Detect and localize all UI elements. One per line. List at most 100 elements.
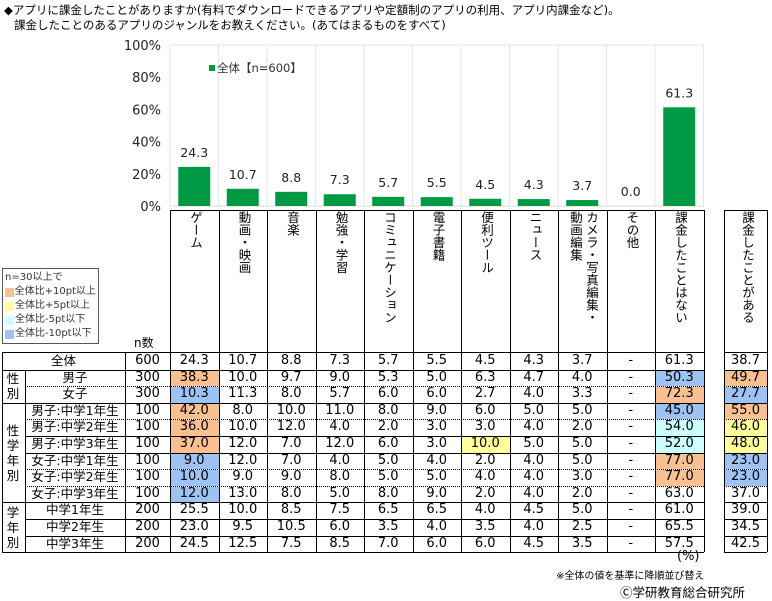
legend-swatch bbox=[5, 287, 14, 297]
table-hline bbox=[2, 502, 704, 504]
bar bbox=[275, 191, 308, 206]
data-label: 4.5 bbox=[475, 177, 495, 192]
table-cell: 12.5 bbox=[228, 535, 258, 551]
table-cell: - bbox=[628, 535, 634, 551]
legend-label: 全体比-5pt以下 bbox=[15, 314, 86, 325]
table-cell: 3.5 bbox=[474, 519, 496, 534]
row-n: 600 bbox=[135, 353, 160, 368]
table-cell: 6.0 bbox=[377, 436, 399, 451]
table-cell: 61.3 bbox=[664, 353, 694, 368]
highlight-cell bbox=[656, 387, 704, 403]
row-n: 100 bbox=[135, 469, 160, 485]
data-label: 3.7 bbox=[572, 178, 592, 193]
table-cell: 10.0 bbox=[276, 402, 306, 418]
table-cell: 4.0 bbox=[474, 502, 496, 518]
table-cell-extra: 39.0 bbox=[731, 502, 760, 518]
table-cell: 6.0 bbox=[377, 386, 399, 402]
table-hline bbox=[724, 419, 767, 421]
row-label: 中学2年生 bbox=[46, 519, 104, 534]
table-cell: 9.0 bbox=[329, 369, 351, 385]
legend-label: 全体【n=600】 bbox=[217, 61, 302, 75]
table-cell: 5.0 bbox=[523, 436, 545, 451]
table-cell-extra: 38.7 bbox=[731, 353, 760, 368]
table-cell: 12.0 bbox=[228, 436, 258, 451]
table-cell: 4.0 bbox=[329, 419, 351, 435]
table-cell: - bbox=[628, 452, 634, 468]
question-line-1: ◆アプリに課金したことがありますか(有料でダウンロードできるアプリや定額制のアプ… bbox=[4, 3, 620, 17]
legend-item-minus10: 全体比-10pt以下 bbox=[5, 327, 96, 341]
table-hline bbox=[2, 352, 704, 353]
table-cell: 13.0 bbox=[228, 485, 258, 501]
table-cell: 5.0 bbox=[377, 469, 399, 485]
table-vline bbox=[655, 210, 656, 553]
legend-label: 全体比+5pt以上 bbox=[15, 300, 91, 311]
table-hline bbox=[25, 419, 704, 421]
column-header: 便利ツール bbox=[479, 211, 494, 274]
bar bbox=[566, 200, 599, 206]
highlight-cell bbox=[171, 486, 219, 503]
table-cell: 10.3 bbox=[179, 386, 209, 402]
table-hline bbox=[724, 369, 767, 371]
highlight-cell bbox=[725, 453, 767, 470]
table-cell: 4.0 bbox=[426, 519, 448, 534]
row-label: 男子:中学2年生 bbox=[31, 419, 119, 435]
table-vline bbox=[412, 210, 414, 553]
group-label-char: 学 bbox=[6, 504, 20, 520]
table-cell: 2.0 bbox=[571, 485, 593, 501]
n-header: n数 bbox=[134, 336, 154, 350]
table-vline bbox=[218, 210, 220, 553]
row-n: 200 bbox=[135, 519, 160, 534]
row-label: 女子:中学3年生 bbox=[31, 485, 119, 501]
highlight-cell bbox=[725, 420, 767, 436]
table-hline bbox=[724, 210, 767, 211]
table-cell: 8.0 bbox=[232, 402, 254, 418]
table-cell: - bbox=[628, 369, 634, 385]
table-cell: 3.0 bbox=[571, 469, 593, 485]
data-label: 4.3 bbox=[524, 177, 544, 192]
table-cell-extra: 48.0 bbox=[731, 436, 760, 451]
table-cell: 7.5 bbox=[329, 502, 351, 518]
legend-item-plus10: 全体比+10pt以上 bbox=[5, 285, 96, 299]
table-cell: 7.0 bbox=[280, 436, 302, 451]
row-label: 男子:中学3年生 bbox=[31, 436, 119, 451]
highlight-cell bbox=[656, 437, 704, 453]
table-cell: 10.0 bbox=[179, 469, 209, 485]
table-cell: 5.0 bbox=[377, 452, 399, 468]
table-vline bbox=[461, 210, 462, 553]
bar bbox=[178, 166, 211, 206]
table-cell: 10.0 bbox=[228, 419, 258, 435]
highlight-legend-title: n=30以上で bbox=[5, 272, 63, 283]
table-cell: - bbox=[628, 386, 634, 402]
table-vline bbox=[558, 210, 559, 553]
table-cell: 12.0 bbox=[228, 452, 258, 468]
table-hline bbox=[724, 436, 767, 437]
bar bbox=[517, 199, 550, 206]
legend-item-minus5: 全体比-5pt以下 bbox=[5, 313, 96, 327]
highlight-cell bbox=[656, 420, 704, 436]
table-cell: 24.3 bbox=[179, 353, 209, 368]
table-cell: 54.0 bbox=[664, 419, 694, 435]
data-label: 0.0 bbox=[621, 184, 641, 199]
table-cell: 2.0 bbox=[377, 419, 399, 435]
highlight-cell bbox=[725, 370, 767, 387]
table-cell: 4.7 bbox=[523, 369, 545, 385]
highlight-cell bbox=[171, 470, 219, 486]
column-header-extra: 課金したことがある bbox=[740, 211, 755, 324]
table-hline bbox=[724, 485, 767, 487]
table-cell: 12.0 bbox=[276, 419, 306, 435]
table-cell: 3.0 bbox=[426, 419, 448, 435]
table-cell: 57.5 bbox=[664, 535, 694, 551]
row-n: 100 bbox=[135, 485, 160, 501]
group-label: 学年別 bbox=[5, 505, 21, 550]
column-header: カメラ・写真編集・ bbox=[584, 211, 599, 324]
table-cell-extra: 23.0 bbox=[731, 469, 760, 485]
table-vline bbox=[767, 210, 768, 553]
row-label: 男子:中学1年生 bbox=[31, 402, 119, 418]
table-cell: 9.5 bbox=[232, 519, 254, 534]
table-vline bbox=[724, 210, 725, 553]
table-cell: 2.0 bbox=[474, 452, 496, 468]
table-cell: 6.5 bbox=[426, 502, 448, 518]
table-cell: 8.0 bbox=[280, 485, 302, 501]
table-vline bbox=[25, 369, 26, 553]
table-cell: - bbox=[628, 402, 634, 418]
